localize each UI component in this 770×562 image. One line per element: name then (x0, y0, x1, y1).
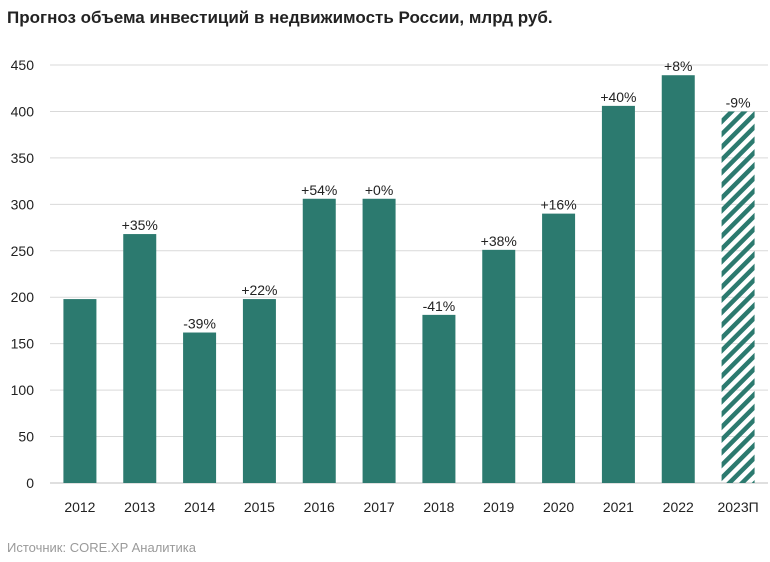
y-tick-label: 50 (18, 429, 34, 445)
bar (661, 75, 695, 484)
bar (242, 299, 276, 483)
y-tick-label: 150 (11, 336, 35, 352)
x-tick-label: 2019 (483, 499, 514, 515)
bar (183, 332, 217, 483)
data-label: +8% (664, 58, 692, 74)
x-tick-label: 2014 (184, 499, 215, 515)
bar (422, 314, 456, 483)
bar (482, 249, 516, 483)
x-tick-label: 2013 (124, 499, 155, 515)
data-label: +38% (481, 233, 517, 249)
x-tick-label: 2022 (663, 499, 694, 515)
data-label: +35% (122, 217, 158, 233)
x-tick-label: 2017 (364, 499, 395, 515)
data-label: +40% (600, 89, 636, 105)
chart-title: Прогноз объема инвестиций в недвижимость… (7, 8, 553, 27)
y-tick-label: 0 (26, 475, 34, 491)
source-note: Источник: CORE.XP Аналитика (7, 540, 196, 555)
y-tick-label: 300 (11, 196, 35, 212)
x-tick-label: 2023П (717, 499, 758, 515)
y-tick-label: 400 (11, 103, 35, 119)
data-label: +54% (301, 182, 337, 198)
x-tick-label: 2016 (304, 499, 335, 515)
y-tick-label: 250 (11, 243, 35, 259)
data-label: +22% (241, 282, 277, 298)
x-tick-label: 2015 (244, 499, 275, 515)
bar (542, 213, 576, 483)
bars (63, 75, 755, 484)
y-tick-label: 350 (11, 150, 35, 166)
bar (63, 299, 97, 483)
data-label: +16% (540, 197, 576, 213)
gridlines (50, 64, 768, 484)
y-tick-label: 100 (11, 382, 35, 398)
x-tick-label: 2020 (543, 499, 574, 515)
bar-forecast (721, 111, 755, 483)
y-tick-label: 450 (11, 57, 35, 73)
data-label: +0% (365, 182, 393, 198)
bar (601, 105, 635, 484)
bar (362, 198, 396, 483)
bar (302, 198, 336, 483)
data-label: -9% (726, 94, 751, 110)
data-label: -41% (423, 298, 456, 314)
x-axis: 2012 2013 2014 2015 2016 2017 2018 2019 2020 2021… (64, 499, 758, 515)
y-axis: 0 50 100 150 200 250 300 350 400 450 (11, 57, 35, 491)
data-label: -39% (183, 316, 216, 332)
x-tick-label: 2018 (423, 499, 454, 515)
x-tick-label: 2021 (603, 499, 634, 515)
data-labels: +35% -39% +22% +54% +0% -41% +38% +16% +40% +8% -9… (122, 58, 751, 331)
bar (123, 234, 157, 483)
y-tick-label: 200 (11, 289, 35, 305)
x-tick-label: 2012 (64, 499, 95, 515)
